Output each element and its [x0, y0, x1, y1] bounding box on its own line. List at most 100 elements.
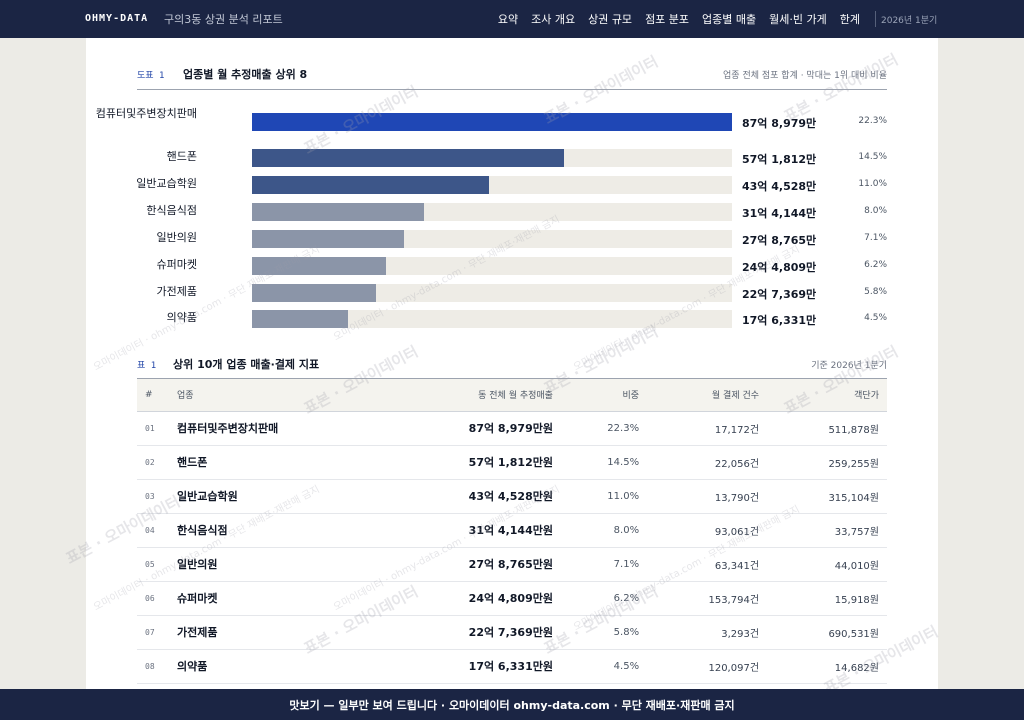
cell-monthly-sales: 43억 4,528만원	[380, 479, 561, 514]
cell-avg-ticket: 259,255원	[767, 445, 887, 480]
bar-track	[252, 149, 732, 167]
sales-metrics-table: # 업종 동 전체 월 추정매출 비중 월 결제 건수 객단가 01 컴퓨터및주변…	[137, 379, 887, 684]
table-row: 01 컴퓨터및주변장치판매 87억 8,979만원 22.3% 17,172건 511,8…	[137, 411, 887, 446]
cell-rank: 03	[137, 479, 169, 514]
cell-share: 11.0%	[560, 479, 648, 514]
cell-transactions: 153,794건	[647, 581, 768, 616]
table-header: 표 1 상위 10개 업종 매출·결제 지표 기준 2026년 1분기	[137, 356, 887, 372]
cell-share: 7.1%	[560, 547, 648, 582]
nav-link-market-size[interactable]: 상권 규모	[588, 13, 633, 26]
bar-category-label: 의약품	[166, 311, 197, 324]
cell-transactions: 93,061건	[647, 513, 768, 548]
table-header-row: # 업종 동 전체 월 추정매출 비중 월 결제 건수 객단가	[137, 379, 887, 412]
table-row: 08 의약품 17억 6,331만원 4.5% 120,097건 14,682원	[137, 649, 887, 684]
cell-monthly-sales: 87억 8,979만원	[380, 411, 561, 446]
cell-avg-ticket: 44,010원	[767, 547, 887, 582]
nav-link-survey-overview[interactable]: 조사 개요	[531, 13, 576, 26]
top-navigation-bar: OHMY-DATA 구의3동 상권 분석 리포트 요약 조사 개요 상권 규모 …	[0, 0, 1024, 38]
bar-fill	[252, 230, 404, 248]
table-rule	[137, 378, 887, 379]
cell-share: 6.2%	[560, 581, 648, 616]
nav-link-limitations[interactable]: 한계	[839, 13, 860, 26]
cell-monthly-sales: 31억 4,144만원	[380, 513, 561, 548]
cell-avg-ticket: 690,531원	[767, 615, 887, 650]
bar-row: 한식음식점 31억 4,144만 8.0%	[137, 203, 887, 221]
figure-tag: 도표 1	[137, 71, 165, 81]
bar-row: 컴퓨터및주변장치판매 87억 8,979만 22.3%	[96, 107, 887, 131]
bar-share-label: 4.5%	[864, 313, 887, 323]
col-header-avg-ticket: 객단가	[767, 379, 887, 412]
bar-track	[252, 284, 732, 302]
bar-category-label: 핸드폰	[166, 150, 197, 163]
cell-avg-ticket: 14,682원	[767, 649, 887, 684]
bar-track	[252, 176, 732, 194]
cell-avg-ticket: 33,757원	[767, 513, 887, 548]
nav-link-store-distribution[interactable]: 점포 분포	[645, 13, 690, 26]
bar-value-label: 22억 7,369만	[742, 288, 817, 301]
cell-transactions: 120,097건	[647, 649, 768, 684]
figure-rule	[137, 89, 887, 90]
table-note: 기준 2026년 1분기	[811, 361, 887, 371]
col-header-transactions: 월 결제 건수	[647, 379, 768, 412]
cell-rank: 06	[137, 581, 169, 616]
cell-category: 일반의원	[169, 547, 381, 582]
bar-row: 가전제품 22억 7,369만 5.8%	[137, 284, 887, 302]
nav-link-rent-vacancy[interactable]: 월세·빈 가게	[769, 13, 827, 26]
cell-monthly-sales: 24억 4,809만원	[380, 581, 561, 616]
table-row: 03 일반교습학원 43억 4,528만원 11.0% 13,790건 315,104원	[137, 479, 887, 514]
bar-value-label: 57억 1,812만	[742, 153, 817, 166]
cell-transactions: 3,293건	[647, 615, 768, 650]
bar-share-label: 6.2%	[864, 260, 887, 270]
brand-logo[interactable]: OHMY-DATA	[85, 13, 149, 24]
cell-share: 14.5%	[560, 445, 648, 480]
nav-link-sales-by-category[interactable]: 업종별 매출	[702, 13, 757, 26]
bar-fill	[252, 284, 376, 302]
figure-title: 업종별 월 추정매출 상위 8	[183, 68, 308, 81]
bar-category-label: 컴퓨터및주변장치판매	[95, 107, 197, 120]
bar-category-label: 가전제품	[156, 285, 197, 298]
bar-track	[252, 230, 732, 248]
bar-value-label: 27억 8,765만	[742, 234, 817, 247]
bar-share-label: 14.5%	[858, 152, 887, 162]
col-header-share: 비중	[560, 379, 648, 412]
cell-avg-ticket: 511,878원	[767, 411, 887, 446]
col-header-rank: #	[137, 379, 169, 412]
figure-header: 도표 1 업종별 월 추정매출 상위 8 업종 전체 점포 합계 · 막대는 1…	[137, 66, 887, 82]
figure-note: 업종 전체 점포 합계 · 막대는 1위 대비 비율	[723, 71, 887, 81]
period-label: 2026년 1분기	[881, 16, 938, 26]
table-tag: 표 1	[137, 361, 157, 371]
bar-track	[252, 257, 732, 275]
cell-category: 핸드폰	[169, 445, 381, 480]
cell-category: 컴퓨터및주변장치판매	[169, 411, 381, 446]
table-row: 05 일반의원 27억 8,765만원 7.1% 63,341건 44,010원	[137, 547, 887, 582]
cell-avg-ticket: 15,918원	[767, 581, 887, 616]
col-header-monthly-sales: 동 전체 월 추정매출	[380, 379, 561, 412]
col-header-category: 업종	[169, 379, 381, 412]
cell-monthly-sales: 27억 8,765만원	[380, 547, 561, 582]
bar-row: 핸드폰 57억 1,812만 14.5%	[137, 149, 887, 167]
cell-rank: 01	[137, 411, 169, 446]
report-sheet: 도표 1 업종별 월 추정매출 상위 8 업종 전체 점포 합계 · 막대는 1…	[86, 38, 938, 689]
bar-value-label: 43억 4,528만	[742, 180, 817, 193]
table-row: 02 핸드폰 57억 1,812만원 14.5% 22,056건 259,255원	[137, 445, 887, 480]
cell-monthly-sales: 22억 7,369만원	[380, 615, 561, 650]
nav-link-summary[interactable]: 요약	[497, 13, 519, 26]
cell-category: 슈퍼마켓	[169, 581, 381, 616]
bar-fill	[252, 113, 732, 131]
cell-rank: 05	[137, 547, 169, 582]
preview-notice-text: 맛보기 — 일부만 보여 드립니다 · 오마이데이터 ohmy-data.com…	[289, 698, 735, 712]
bar-category-label: 일반교습학원	[136, 177, 197, 190]
cell-transactions: 13,790건	[647, 479, 768, 514]
bar-share-label: 11.0%	[858, 179, 887, 189]
preview-notice-bar: 맛보기 — 일부만 보여 드립니다 · 오마이데이터 ohmy-data.com…	[0, 689, 1024, 720]
bar-category-label: 일반의원	[156, 231, 197, 244]
nav-divider	[875, 11, 876, 27]
bar-value-label: 87억 8,979만	[742, 117, 817, 130]
bar-fill	[252, 203, 424, 221]
bar-track	[252, 113, 732, 131]
bar-row: 일반의원 27억 8,765만 7.1%	[137, 230, 887, 248]
bar-fill	[252, 149, 564, 167]
cell-rank: 04	[137, 513, 169, 548]
cell-share: 5.8%	[560, 615, 648, 650]
bar-fill	[252, 257, 386, 275]
